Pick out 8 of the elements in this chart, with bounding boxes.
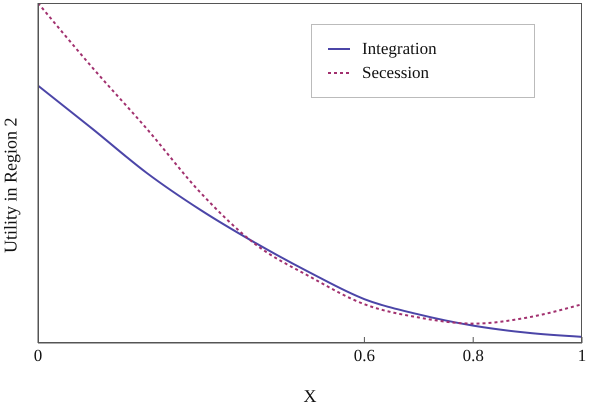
x-tick-label: 1 xyxy=(578,346,586,366)
x-tick-label: 0.6 xyxy=(354,346,376,366)
x-tick-label: 0 xyxy=(34,346,42,366)
y-axis-title: Utility in Region 2 xyxy=(0,117,20,253)
legend-label: Integration xyxy=(362,39,437,59)
legend-label: Secession xyxy=(362,63,430,83)
x-axis-title: X xyxy=(304,386,316,404)
x-tick-label: 0.8 xyxy=(462,346,484,366)
